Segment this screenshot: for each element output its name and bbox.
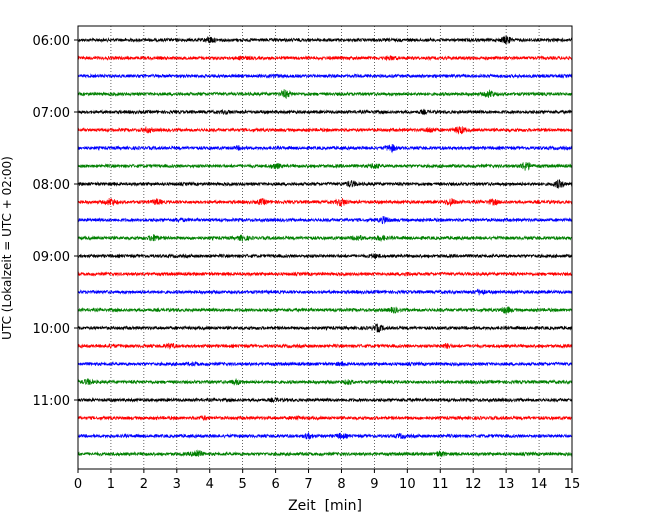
- seismogram-trace: [77, 162, 573, 171]
- x-tick-label: 9: [370, 477, 378, 492]
- y-tick-label: 08:00: [33, 178, 70, 193]
- seismogram-trace: [77, 305, 573, 314]
- seismogram-trace: [77, 271, 573, 277]
- seismogram-trace: [77, 432, 573, 440]
- y-tick-label: 07:00: [33, 106, 70, 121]
- y-tick-label: 06:00: [33, 34, 70, 49]
- seismogram-trace: [77, 126, 573, 135]
- x-tick-label: 8: [337, 477, 345, 492]
- x-tick-label: 13: [498, 477, 515, 492]
- seismogram-trace: [77, 54, 573, 62]
- x-tick-label: 12: [465, 477, 482, 492]
- y-tick-label: 11:00: [33, 394, 70, 409]
- y-tick-label: 10:00: [33, 322, 70, 337]
- x-tick-label: 3: [173, 477, 181, 492]
- x-tick-label: 4: [206, 477, 214, 492]
- seismogram-trace: [77, 253, 573, 261]
- seismogram-trace: [77, 414, 573, 421]
- x-axis-ticks: 0 1 2 3 4 5 6 7 8 9 10 11 12 13 14 15: [74, 469, 580, 492]
- seismogram-trace: [77, 35, 573, 45]
- x-tick-label: 2: [140, 477, 148, 492]
- x-tick-label: 15: [564, 477, 581, 492]
- seismogram-trace: [77, 360, 573, 367]
- seismogram-trace: [77, 73, 573, 79]
- seismogram-trace: [77, 197, 573, 207]
- seismogram-trace: [77, 288, 573, 296]
- x-tick-label: 14: [531, 477, 548, 492]
- x-tick-label: 5: [239, 477, 247, 492]
- y-tick-label: 09:00: [33, 250, 70, 265]
- x-tick-label: 11: [432, 477, 449, 492]
- seismogram-trace: [77, 108, 573, 116]
- x-tick-label: 6: [271, 477, 279, 492]
- traces: [77, 35, 573, 458]
- grid-lines: [110, 26, 540, 469]
- plot-frame: [77, 25, 573, 470]
- seismogram-trace: [77, 144, 573, 154]
- y-axis-ticks: 06:00 07:00 08:00 09:00 10:00 11:00: [33, 34, 78, 409]
- seismogram-trace: [77, 342, 573, 350]
- plot-background: [78, 26, 572, 469]
- seismogram-trace: [77, 89, 573, 99]
- seismogram-trace: [77, 397, 573, 404]
- x-tick-label: 0: [74, 477, 82, 492]
- seismogram-trace: [77, 234, 573, 242]
- x-tick-label: 7: [304, 477, 312, 492]
- x-tick-label: 1: [107, 477, 115, 492]
- y-axis-label: UTC (Lokalzeit = UTC + 02:00): [0, 156, 14, 340]
- seismogram-trace: [77, 323, 573, 333]
- seismogram-trace: [77, 378, 573, 386]
- seismogram-trace: [77, 449, 573, 458]
- seismogram-trace: [77, 216, 573, 225]
- seismogram-trace: [77, 179, 573, 189]
- x-axis-label: Zeit [min]: [288, 498, 362, 514]
- x-tick-label: 10: [399, 477, 416, 492]
